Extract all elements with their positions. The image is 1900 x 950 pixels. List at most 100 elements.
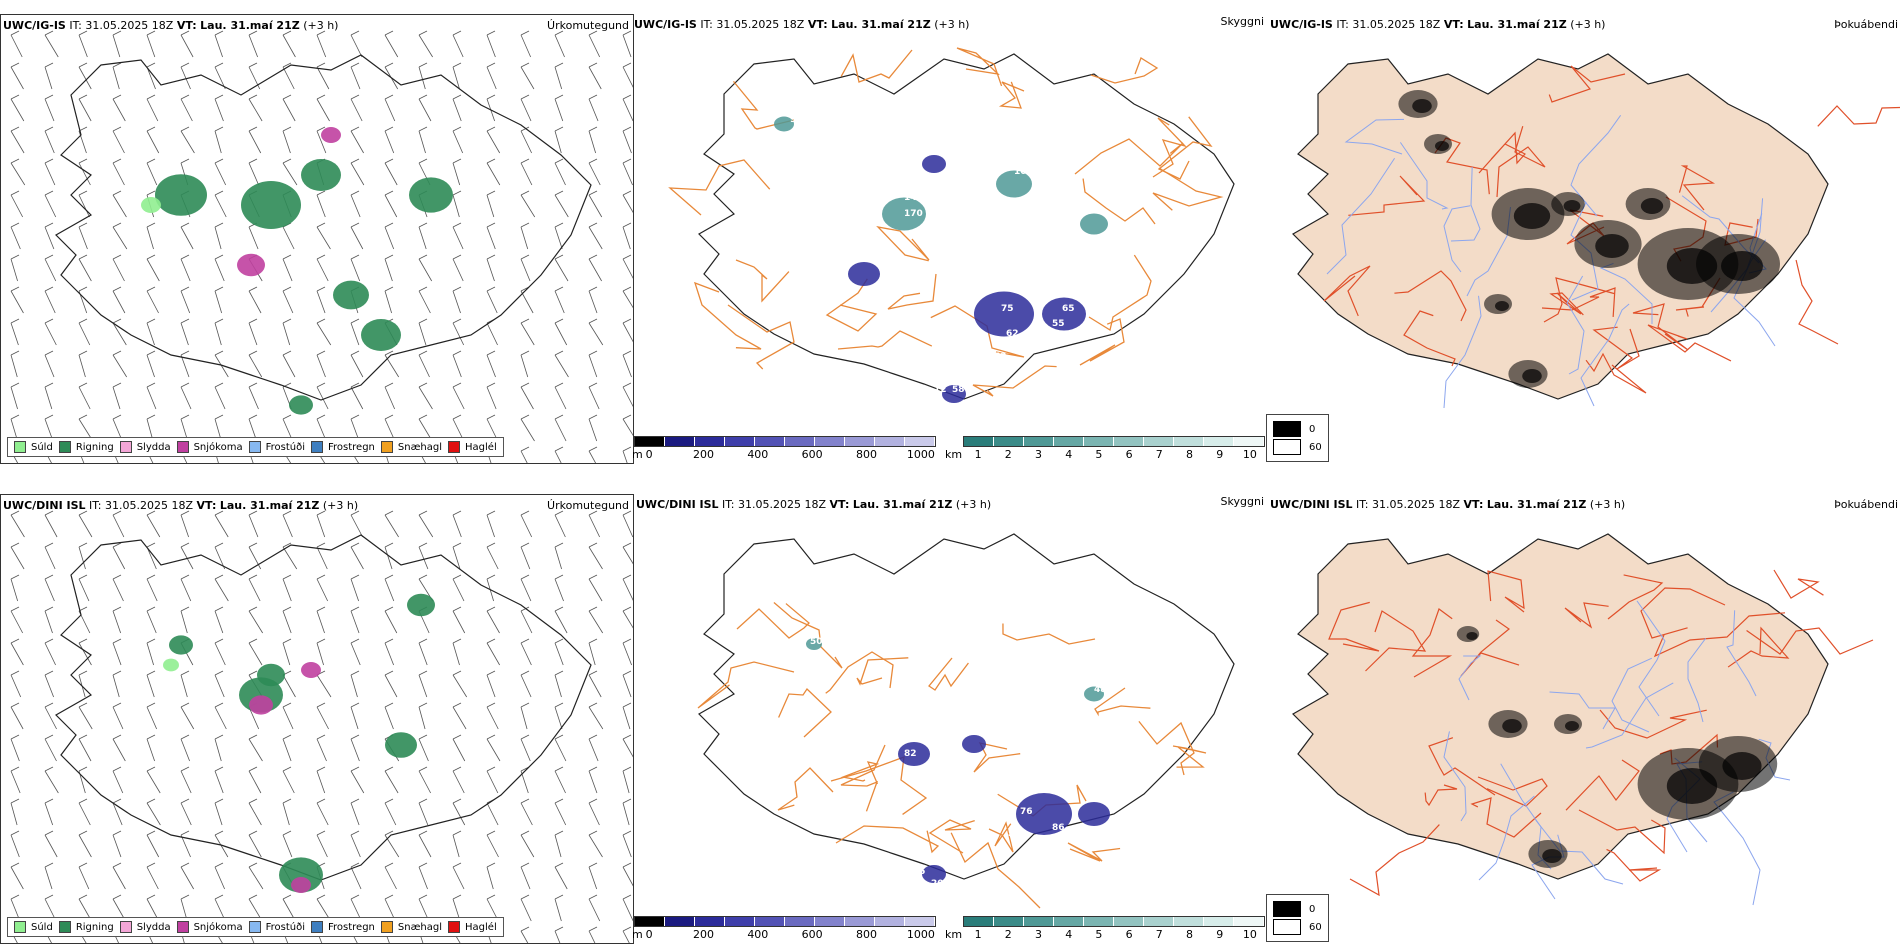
wind-barb-flag <box>214 286 224 292</box>
wind-barb <box>282 226 295 250</box>
wind-barb <box>214 514 229 538</box>
legend-label: Haglél <box>465 921 497 933</box>
colorbar-step <box>994 917 1024 926</box>
wind-barb-flag <box>44 510 54 516</box>
wind-barb-flag <box>622 606 632 612</box>
wind-barb <box>214 610 224 634</box>
legend-item: Frostregn <box>311 441 375 453</box>
wind-barb <box>44 578 55 602</box>
visibility-label: 76 <box>919 233 932 243</box>
wind-barb <box>282 610 292 634</box>
precip-area <box>155 174 207 216</box>
wind-barb <box>554 322 568 346</box>
wind-barb-flag <box>78 62 88 68</box>
wind-barb-flag <box>350 574 360 580</box>
wind-barb-flag <box>622 702 632 708</box>
wind-barb-flag <box>146 798 156 804</box>
wind-barb <box>554 930 561 943</box>
wind-barb <box>350 738 360 762</box>
panel-title: Þokuábendi <box>1834 498 1898 511</box>
wind-barb-flag <box>146 510 156 516</box>
wind-barb-flag <box>486 894 496 900</box>
km-tick: 8 <box>1186 928 1193 941</box>
wind-barb <box>44 802 54 826</box>
wind-barb-flag <box>350 702 360 708</box>
wind-barb <box>146 226 154 250</box>
wind-barb <box>622 514 633 538</box>
wind-barb <box>588 418 598 442</box>
wind-barb <box>418 514 434 538</box>
legend-item: Rigning <box>58 441 114 453</box>
wind-barb-flag <box>180 670 190 676</box>
wind-barb-flag <box>10 830 20 836</box>
wind-barb-flag <box>384 670 394 676</box>
precip-area <box>333 280 369 310</box>
visibility-km-colorbar: 1 2 3 4 5 6 7 8 9 10 km <box>945 916 1265 941</box>
wind-barb-flag <box>316 574 326 580</box>
legend-swatch <box>311 441 323 453</box>
wind-barb <box>588 322 604 346</box>
wind-barb <box>350 674 358 698</box>
wind-barb <box>350 802 360 826</box>
road <box>1411 608 1453 678</box>
wind-barb-flag <box>554 830 564 836</box>
precip-area <box>291 877 311 893</box>
wind-barb-flag <box>622 126 632 132</box>
wind-barb <box>350 866 362 890</box>
wind-barb-flag <box>418 766 428 772</box>
wind-barb-flag <box>622 830 632 836</box>
wind-barb <box>146 610 157 634</box>
wind-barb <box>78 706 93 730</box>
wind-barb <box>588 162 601 186</box>
road <box>1088 254 1152 332</box>
cloud-legend: 0 60 <box>1266 894 1329 942</box>
wind-barb-flag <box>78 318 88 324</box>
km-tick: 5 <box>1095 448 1103 461</box>
colorbar-step <box>1054 917 1084 926</box>
wind-barb-flag <box>248 894 258 900</box>
wind-barb <box>112 770 124 794</box>
m-tick: 400 <box>747 448 769 461</box>
wind-barb-flag <box>112 158 122 164</box>
wind-barb-flag <box>520 606 530 612</box>
legend-swatch <box>58 441 71 453</box>
wind-barb-flag <box>316 734 326 740</box>
wind-barb-flag <box>214 510 224 516</box>
wind-barb <box>452 578 465 602</box>
wind-barb <box>214 194 227 218</box>
wind-barb-flag <box>112 62 122 68</box>
wind-barb-flag <box>78 766 88 772</box>
cloud-label: 0 <box>1309 903 1316 915</box>
wind-barb-flag <box>554 766 564 772</box>
wind-barb-flag <box>384 830 394 836</box>
wind-barb <box>10 66 24 90</box>
legend-item: Haglél <box>448 921 497 933</box>
wind-barb <box>44 770 59 794</box>
visibility-panel-bottom: 50 82 13 80 48 76 55 86 70 20 6 UWC/DINI ISL IT: 3… <box>634 494 1268 944</box>
wind-barb-flag <box>588 126 598 132</box>
wind-barb-flag <box>418 574 428 580</box>
visibility-area <box>922 865 946 883</box>
wind-barb <box>520 226 529 250</box>
wind-barb-flag <box>350 638 360 644</box>
wind-barb <box>10 386 18 410</box>
wind-barb <box>520 354 529 378</box>
fog-core <box>1722 752 1762 780</box>
road <box>1653 612 1786 658</box>
wind-barb-flag <box>180 30 190 36</box>
wind-barb-flag <box>180 94 190 100</box>
wind-barb <box>622 386 633 408</box>
visibility-area <box>806 638 822 650</box>
wind-barb <box>520 898 532 922</box>
wind-barb <box>520 386 534 410</box>
wind-barb-flag <box>418 318 428 324</box>
wind-barb-flag <box>452 830 462 836</box>
km-tick: 4 <box>1065 928 1073 941</box>
km-tick: 3 <box>1035 448 1042 461</box>
wind-barb <box>520 130 532 154</box>
wind-barb-flag <box>248 638 258 644</box>
wind-barb <box>554 674 562 698</box>
wind-barb <box>384 226 395 250</box>
wind-barb-flag <box>316 382 326 388</box>
wind-barb <box>10 738 20 762</box>
